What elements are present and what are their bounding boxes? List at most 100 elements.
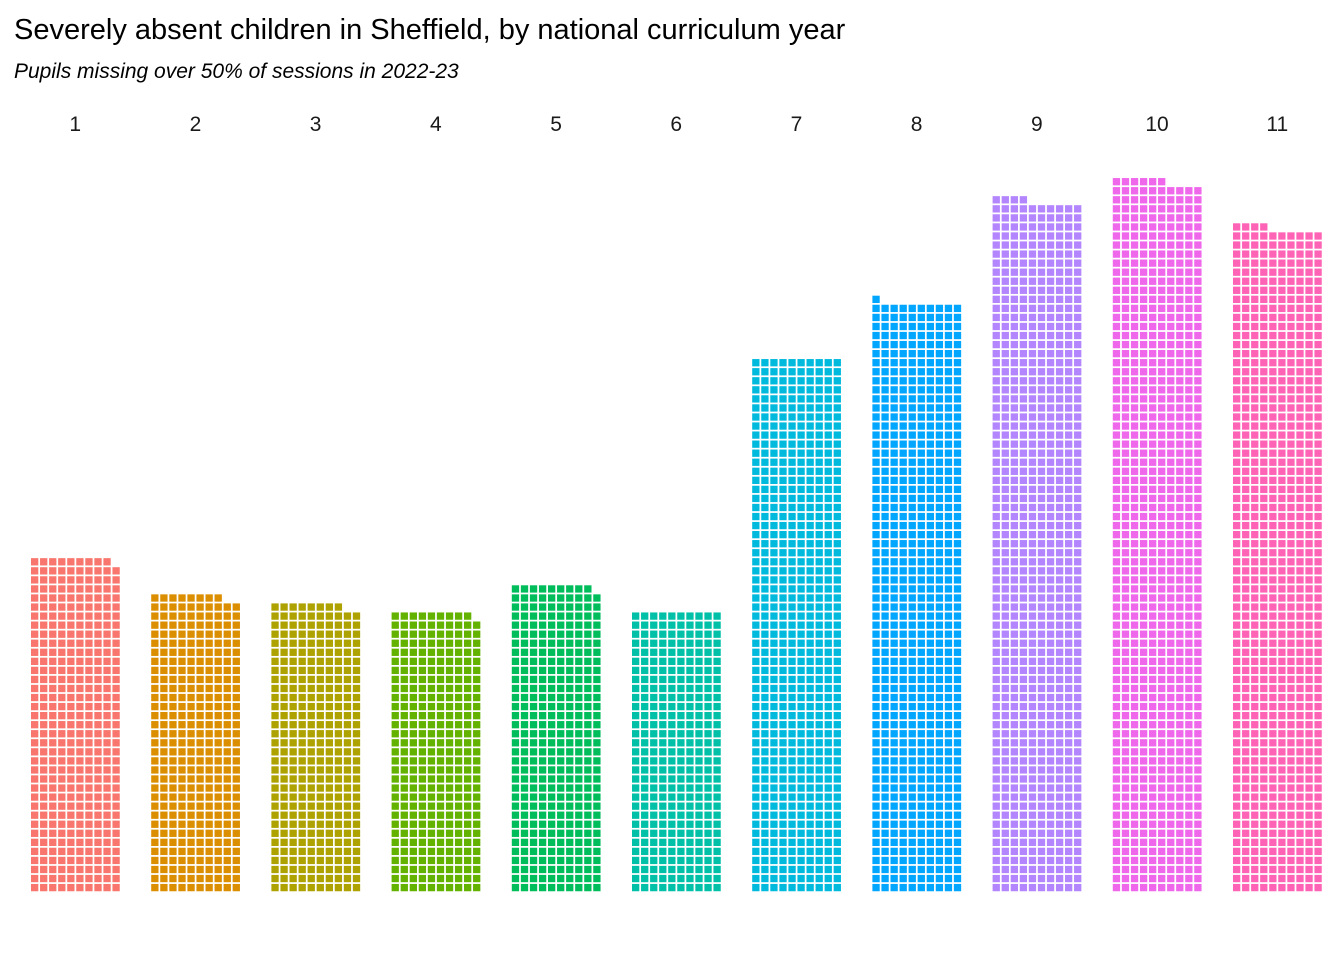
waffle-square [1037,693,1046,702]
waffle-square [196,784,204,792]
waffle-square [418,775,427,783]
waffle-square [779,865,787,874]
waffle-square [1028,612,1037,620]
waffle-square [926,775,934,783]
waffle-square [1065,458,1073,466]
waffle-square [833,847,841,856]
waffle-square [833,757,841,765]
waffle-square [31,666,39,675]
waffle-square [686,820,694,828]
waffle-square [704,721,712,729]
waffle-square [944,657,953,665]
waffle-square [926,377,934,385]
waffle-square [824,404,832,412]
waffle-square [806,666,814,675]
waffle-square [1233,793,1241,801]
waffle-square [409,739,417,747]
waffle-square [1194,621,1202,629]
waffle-square [1019,377,1028,385]
waffle-square [1046,594,1055,602]
waffle-square [566,802,574,810]
waffle-square [1260,883,1268,892]
waffle-square [112,739,120,747]
waffle-square [1010,702,1018,711]
waffle-square [1167,503,1175,512]
waffle-square [94,603,102,611]
waffle-square [187,684,195,693]
waffle-square [1176,295,1184,303]
waffle-square [31,567,39,575]
waffle-square [788,359,796,367]
waffle-square [935,395,944,403]
waffle-square [1065,413,1073,421]
waffle-square [1121,630,1130,638]
waffle-square [752,431,760,439]
waffle-square [520,757,529,765]
waffle-square [770,467,778,475]
waffle-square [1296,739,1304,747]
waffle-square [1010,712,1018,720]
waffle-square [85,766,93,774]
waffle-square [881,883,889,892]
waffle-square [788,476,796,484]
waffle-square [797,702,805,711]
waffle-square [935,413,944,421]
waffle-square [520,639,529,647]
waffle-square [1065,820,1073,828]
waffle-square [677,730,685,738]
waffle-square [94,775,102,783]
waffle-square [1074,802,1082,810]
waffle-square [1176,712,1184,720]
waffle-square [214,757,222,765]
waffle-square [953,386,962,394]
waffle-square [1176,404,1184,412]
waffle-square [1112,567,1121,575]
waffle-square [343,856,352,865]
waffle-square [187,865,195,874]
waffle-square [1139,422,1148,430]
waffle-square [40,874,48,883]
waffle-square [529,621,538,629]
waffle-square [289,712,297,720]
waffle-square [881,648,889,656]
waffle-square [1037,775,1046,783]
waffle-square [316,829,324,837]
waffle-square [436,612,445,620]
waffle-square [1019,820,1028,828]
waffle-square [695,693,703,702]
waffle-square [214,630,222,638]
waffle-square [307,766,315,774]
waffle-square [454,793,463,801]
waffle-square [85,603,93,611]
waffle-square [400,730,408,738]
waffle-square [899,340,907,349]
waffle-square [824,440,832,448]
waffle-square [641,748,649,756]
waffle-square [926,503,934,512]
waffle-square [1242,802,1250,810]
waffle-square [1010,431,1018,439]
waffle-square [686,865,694,874]
waffle-square [1121,250,1130,258]
waffle-square [1278,838,1286,846]
waffle-square [632,874,640,883]
waffle-square [890,684,898,693]
waffle-square [770,684,778,693]
waffle-square [400,829,408,837]
waffle-square [298,793,306,801]
waffle-square [298,784,306,792]
waffle-square [76,883,84,892]
waffle-square [67,856,75,865]
waffle-square [1055,313,1064,322]
waffle-square [815,404,823,412]
waffle-square [992,232,1000,240]
waffle-square [454,639,463,647]
waffle-square [1305,739,1313,747]
waffle-square [31,730,39,738]
waffle-square [1074,377,1082,385]
waffle-square [400,748,408,756]
waffle-square [1112,621,1121,629]
waffle-square [1074,775,1082,783]
waffle-square [1112,214,1121,222]
waffle-square [659,865,667,874]
